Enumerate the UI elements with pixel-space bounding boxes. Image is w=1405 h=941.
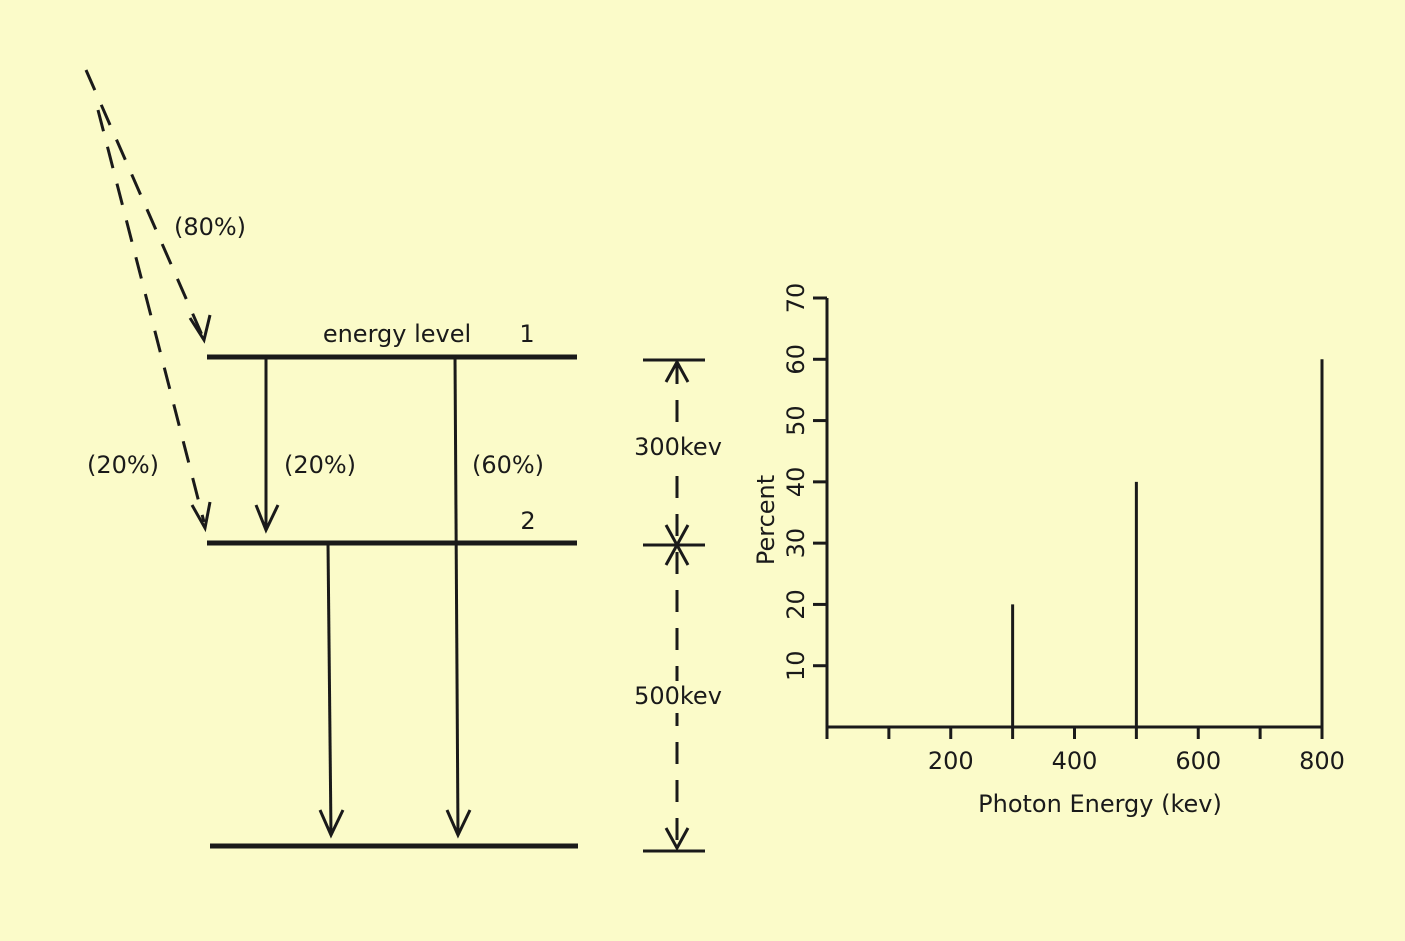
arrow-head <box>664 541 690 566</box>
branch-label: (20%) <box>87 451 159 479</box>
y-tick-label: 40 <box>782 467 810 498</box>
y-axis-label: Percent <box>752 475 780 565</box>
y-tick-label: 50 <box>782 405 810 436</box>
arrow-head <box>190 501 212 533</box>
dashed-arrow <box>96 109 206 523</box>
y-tick-label: 30 <box>782 528 810 559</box>
label-backdrop <box>622 681 732 713</box>
level-label: 2 <box>520 507 535 535</box>
label-backdrop <box>622 432 732 464</box>
spectrum-chart: Photon Energy (kev) Percent 10 20 30 40 50 60… <box>752 283 1345 818</box>
dashed-arrow <box>84 69 204 336</box>
y-tick-label: 20 <box>782 589 810 620</box>
gap-label: 300kev <box>634 433 722 461</box>
x-tick-label: 400 <box>1052 747 1098 775</box>
level-diagram: (80%) (20%) (20%) (60%) energy level 1 2… <box>84 69 732 853</box>
arrow-head <box>664 827 690 852</box>
branch-label: (80%) <box>174 213 246 241</box>
branch-label: (60%) <box>472 451 544 479</box>
arrow-head <box>664 358 690 383</box>
arrow-head <box>254 504 280 534</box>
x-tick-label: 600 <box>1175 747 1221 775</box>
x-tick-label: 200 <box>928 747 974 775</box>
level-label: 1 <box>519 320 534 348</box>
y-tick-label: 10 <box>782 650 810 681</box>
arrow-head <box>188 314 212 344</box>
branch-label: (20%) <box>284 451 356 479</box>
arrow-head <box>445 809 472 839</box>
arrow <box>326 542 333 836</box>
gap-label: 500kev <box>634 682 722 710</box>
x-axis-label: Photon Energy (kev) <box>978 790 1222 818</box>
y-tick-label: 60 <box>782 344 810 375</box>
arrow <box>453 356 460 836</box>
x-tick-label: 800 <box>1299 747 1345 775</box>
y-tick-label: 70 <box>782 283 810 314</box>
arrow-head <box>318 809 345 839</box>
level-label: energy level <box>323 320 471 348</box>
